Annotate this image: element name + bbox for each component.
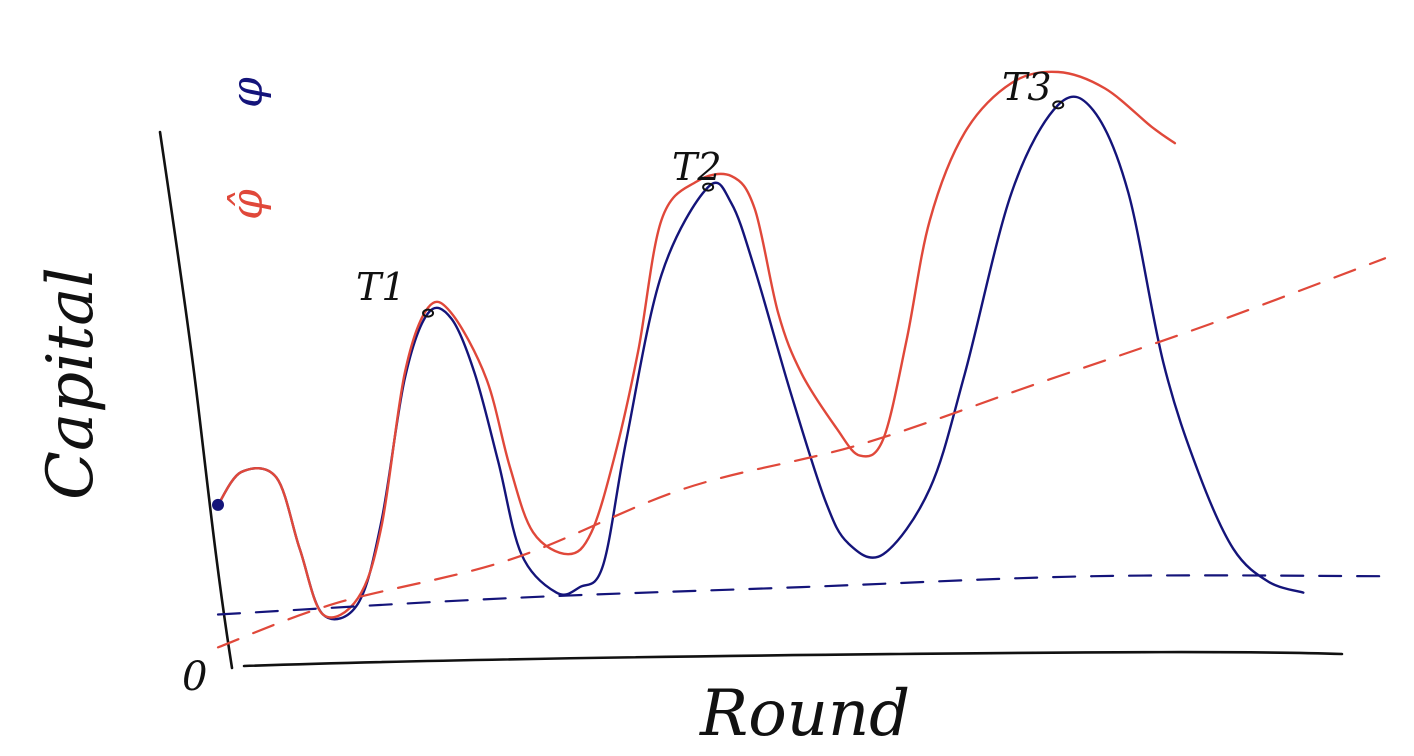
origin-label: 0 — [182, 654, 207, 700]
peak-markers — [422, 100, 1065, 318]
peak-marker-2 — [702, 182, 715, 192]
x-axis-line — [242, 650, 1344, 668]
y-axis-line — [158, 130, 234, 670]
start-point — [212, 498, 224, 511]
legend-phi-hat-label: φ̂ — [222, 189, 273, 220]
phi-solid-line — [216, 95, 1305, 621]
x-axis-label: Round — [699, 677, 910, 751]
peak-label-t3: T3 — [1002, 65, 1052, 109]
peak-label-t2: T2 — [672, 145, 722, 189]
series-layer — [216, 70, 1387, 649]
peak-label-t1: T1 — [356, 265, 406, 309]
phi-hat-dashed-baseline — [216, 257, 1387, 649]
phi-dashed-baseline — [216, 574, 1387, 616]
peak-marker-1 — [422, 308, 435, 318]
peak-marker-3 — [1052, 100, 1065, 110]
y-axis-label: Capital — [34, 267, 108, 500]
phi-hat-solid-line — [216, 70, 1177, 619]
legend-phi-label: φ — [222, 77, 273, 108]
